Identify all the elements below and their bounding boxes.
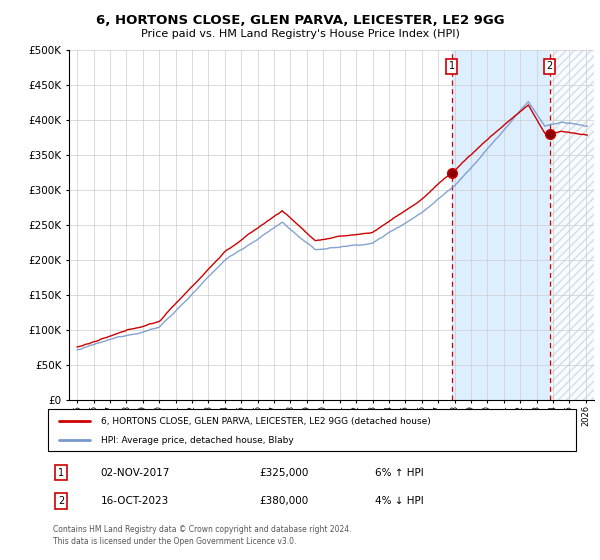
Text: 6, HORTONS CLOSE, GLEN PARVA, LEICESTER, LE2 9GG: 6, HORTONS CLOSE, GLEN PARVA, LEICESTER,… bbox=[95, 14, 505, 27]
Bar bbox=[550, 50, 594, 400]
Text: 1: 1 bbox=[449, 61, 455, 71]
FancyBboxPatch shape bbox=[48, 409, 576, 451]
Text: HPI: Average price, detached house, Blaby: HPI: Average price, detached house, Blab… bbox=[101, 436, 293, 445]
Text: Contains HM Land Registry data © Crown copyright and database right 2024.
This d: Contains HM Land Registry data © Crown c… bbox=[53, 525, 352, 545]
Text: 2: 2 bbox=[547, 61, 553, 71]
Bar bbox=[550, 50, 594, 400]
Text: 6% ↑ HPI: 6% ↑ HPI bbox=[376, 468, 424, 478]
Text: 02-NOV-2017: 02-NOV-2017 bbox=[101, 468, 170, 478]
Text: Price paid vs. HM Land Registry's House Price Index (HPI): Price paid vs. HM Land Registry's House … bbox=[140, 29, 460, 39]
Text: 6, HORTONS CLOSE, GLEN PARVA, LEICESTER, LE2 9GG (detached house): 6, HORTONS CLOSE, GLEN PARVA, LEICESTER,… bbox=[101, 417, 431, 426]
Text: £380,000: £380,000 bbox=[259, 496, 308, 506]
Text: 1: 1 bbox=[58, 468, 64, 478]
Text: 2: 2 bbox=[58, 496, 64, 506]
Bar bbox=[550, 50, 594, 400]
Text: £325,000: £325,000 bbox=[259, 468, 308, 478]
Bar bbox=[452, 50, 550, 400]
Text: 16-OCT-2023: 16-OCT-2023 bbox=[101, 496, 169, 506]
Text: 4% ↓ HPI: 4% ↓ HPI bbox=[376, 496, 424, 506]
